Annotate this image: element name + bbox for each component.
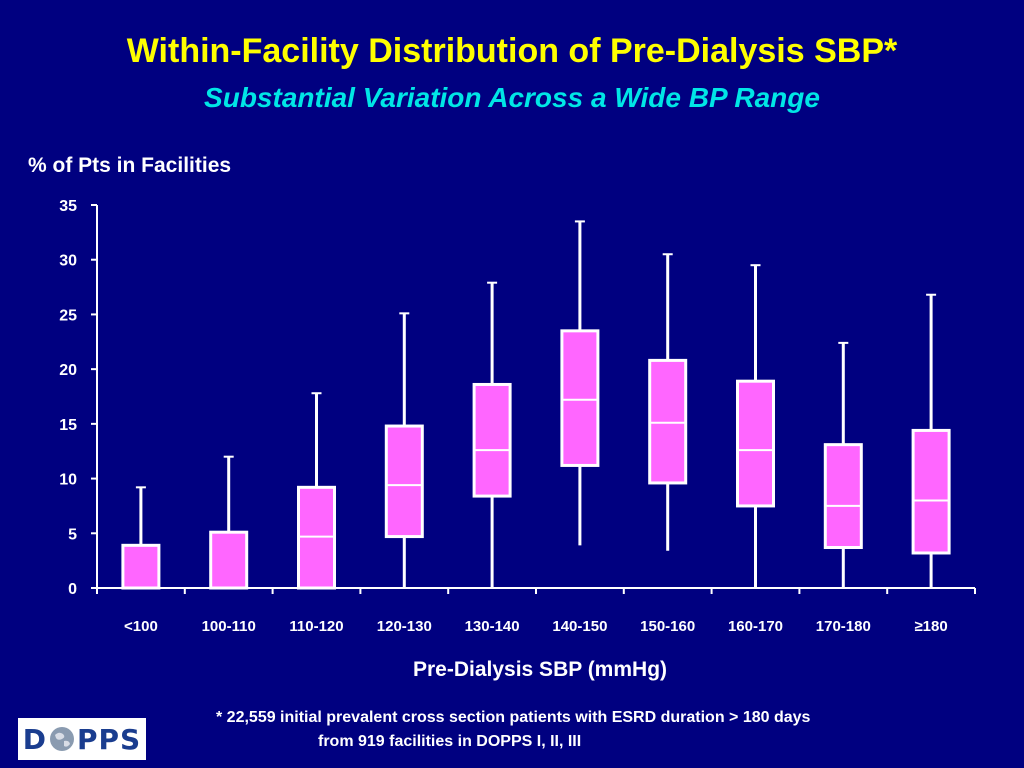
y-tick-label: 15 (59, 417, 77, 434)
box (648, 358, 688, 485)
slide-subtitle: Substantial Variation Across a Wide BP R… (204, 82, 820, 113)
x-tick-label: 120-130 (377, 618, 432, 635)
y-tick-label: 5 (68, 526, 77, 543)
box (384, 424, 424, 539)
x-tick-label: 170-180 (816, 618, 871, 635)
x-tick-label: ≥180 (914, 618, 947, 635)
box (472, 382, 512, 498)
x-axis-label: Pre-Dialysis SBP (mmHg) (412, 658, 668, 681)
box (823, 443, 863, 550)
y-tick-label: 30 (59, 253, 77, 270)
x-tick-label: 110-120 (289, 618, 343, 635)
x-tick-label: 160-170 (728, 618, 783, 635)
x-tick-label: 130-140 (465, 618, 520, 635)
footnote-line-1: * 22,559 initial prevalent cross section… (216, 709, 811, 726)
y-tick-label: 25 (59, 307, 77, 324)
globe-icon (50, 727, 75, 751)
x-tick-label: 100-110 (202, 618, 256, 635)
dopps-logo: D PPS (18, 718, 146, 760)
footnote-line-2: from 919 facilities in DOPPS I, II, III (318, 733, 582, 750)
y-tick-label: 20 (59, 362, 77, 379)
x-tick-label: 140-150 (552, 618, 607, 635)
boxplot-chart: 0 5 10 15 20 25 30 35 <100 100-110 110-120 120-130 1… (59, 198, 976, 635)
y-axis-label: % of Pts in Facilities (28, 154, 232, 177)
y-tick-label: 10 (59, 472, 77, 489)
dopps-logo-mark: D PPS (22, 722, 142, 756)
y-tick-label: 0 (68, 581, 77, 598)
x-tick-label: <100 (124, 618, 158, 635)
box (297, 485, 336, 590)
box (736, 379, 775, 508)
box (209, 530, 249, 590)
y-tick-label: 35 (59, 198, 77, 215)
slide-title: Within-Facility Distribution of Pre-Dial… (126, 32, 898, 70)
box (560, 329, 600, 467)
box (911, 428, 951, 555)
box (121, 543, 161, 590)
x-tick-label: 150-160 (640, 618, 695, 635)
